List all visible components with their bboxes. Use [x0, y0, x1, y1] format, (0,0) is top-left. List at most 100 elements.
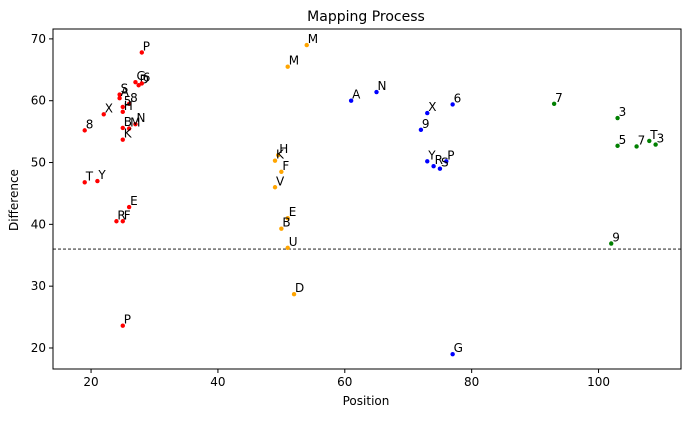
data-point [304, 42, 309, 48]
data-point [120, 137, 125, 142]
x-tick-label: 40 [210, 375, 225, 389]
point-label: V [276, 174, 285, 188]
point-label: 3 [619, 105, 627, 119]
data-point [279, 169, 284, 174]
point-label: 6 [454, 91, 462, 105]
point-label: X [428, 100, 436, 114]
point-label: A [121, 85, 130, 99]
point-label: G [454, 341, 463, 355]
point-label: D [295, 281, 304, 295]
data-point [139, 50, 145, 55]
point-label: K [124, 127, 133, 141]
x-axis-label: Position [343, 394, 390, 408]
point-label: 7 [555, 91, 563, 105]
data-point [117, 96, 122, 101]
point-label: N [136, 111, 145, 125]
point-label: R [117, 208, 125, 222]
data-point [634, 144, 639, 149]
data-point [120, 219, 125, 224]
y-tick-label: 30 [31, 279, 46, 293]
data-point [431, 164, 436, 169]
data-point [348, 98, 354, 103]
x-tick-label: 100 [587, 375, 610, 389]
data-point [291, 292, 297, 297]
data-point [615, 115, 620, 121]
point-label: G [136, 69, 145, 83]
y-tick-label: 20 [31, 341, 46, 355]
data-point [120, 323, 125, 328]
data-point [95, 178, 100, 184]
data-point [437, 166, 443, 171]
data-point [126, 204, 132, 210]
point-label: F [124, 208, 131, 222]
data-point [374, 89, 379, 95]
point-label: T [649, 128, 658, 142]
data-point [117, 92, 122, 97]
data-point [279, 226, 284, 231]
point-label: H [124, 99, 133, 113]
x-tick-label: 60 [337, 375, 352, 389]
data-point [285, 215, 290, 221]
data-point [120, 104, 125, 110]
data-point [82, 128, 87, 133]
x-tick-label: 80 [464, 375, 479, 389]
point-label: H [279, 142, 288, 156]
data-point [551, 101, 557, 107]
data-point [418, 127, 424, 132]
data-point [82, 180, 87, 185]
point-label: S [441, 156, 449, 170]
data-point [120, 109, 125, 115]
point-label: R [435, 153, 443, 167]
data-point [285, 245, 290, 251]
data-point [609, 241, 614, 246]
point-label: A [352, 88, 361, 102]
point-label: B [282, 216, 290, 230]
data-point [450, 351, 455, 357]
point-label: 7 [638, 133, 646, 147]
point-label: 8 [86, 117, 94, 131]
point-label: 6 [143, 70, 151, 84]
data-point [615, 143, 620, 149]
data-point [126, 101, 132, 107]
point-label: U [289, 235, 298, 249]
point-label: P [124, 313, 131, 327]
data-point [272, 158, 278, 163]
data-point [126, 126, 132, 131]
data-point [136, 83, 141, 88]
data-point [653, 142, 658, 147]
data-point [114, 219, 119, 224]
point-label: 5 [124, 94, 132, 108]
data-point [444, 159, 449, 164]
chart-title: Mapping Process [307, 9, 425, 25]
point-label: E [130, 194, 138, 208]
data-point [285, 64, 290, 69]
point-label: S [121, 82, 129, 96]
data-point [133, 79, 138, 85]
data-point [133, 122, 138, 127]
y-tick-label: 40 [31, 217, 46, 231]
point-label: 3 [657, 132, 665, 146]
point-label: X [105, 101, 113, 115]
point-label: 9 [422, 117, 430, 131]
point-label: N [378, 79, 387, 93]
point-label: Y [97, 168, 106, 182]
data-point [425, 110, 430, 116]
point-label: T [85, 169, 94, 183]
point-label: D [140, 72, 149, 86]
point-label: P [447, 148, 454, 162]
point-label: Y [427, 148, 436, 162]
data-point [139, 81, 145, 86]
y-tick-label: 70 [31, 32, 46, 46]
data-point [101, 112, 106, 117]
point-label: 9 [612, 231, 620, 245]
data-point [450, 102, 455, 107]
plot-frame [52, 28, 682, 370]
axes: 20 40 60 80 100 20 30 40 50 60 70 [31, 32, 610, 389]
point-label: 8 [130, 91, 138, 105]
x-tick-label: 20 [83, 375, 98, 389]
point-label: P [143, 39, 150, 53]
y-axis-label: Difference [7, 169, 21, 231]
data-point [647, 138, 652, 144]
